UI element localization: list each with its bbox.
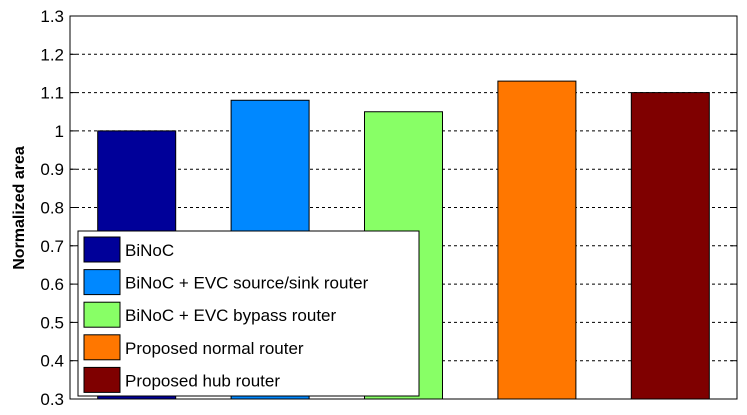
legend-label: Proposed hub router [125,371,280,390]
bar-4 [497,80,577,400]
y-tick-label: 0.4 [40,352,64,371]
legend-swatch [83,334,121,361]
legend-swatch [83,301,121,328]
legend-label: BiNoC + EVC source/sink router [125,274,369,293]
legend-swatch [83,236,121,263]
y-tick-label: 0.7 [40,237,64,256]
y-tick-label: 1 [55,122,64,141]
legend-label: BiNoC + EVC bypass router [125,306,337,325]
legend-swatch [83,269,121,296]
y-axis-label: Normalized area [11,146,28,270]
y-tick-label: 1.2 [40,45,64,64]
legend-label: BiNoC [125,241,174,260]
legend-label: Proposed normal router [125,339,304,358]
y-axis-ticks: 0.3 0.4 0.5 0.6 0.7 0.8 0.9 1 1.1 1.2 1.3 [40,7,737,409]
y-tick-label: 0.6 [40,275,64,294]
legend-box [77,230,420,397]
legend-swatch [83,366,121,393]
y-tick-label: 1.3 [40,7,64,26]
y-tick-label: 1.1 [40,84,64,103]
y-tick-label: 0.8 [40,199,64,218]
bar-5 [630,92,710,400]
y-tick-label: 0.5 [40,313,64,332]
y-tick-label: 0.9 [40,160,64,179]
legend: BiNoC BiNoC + EVC source/sink router BiNoC… [77,230,420,397]
y-tick-label: 0.3 [40,390,64,409]
